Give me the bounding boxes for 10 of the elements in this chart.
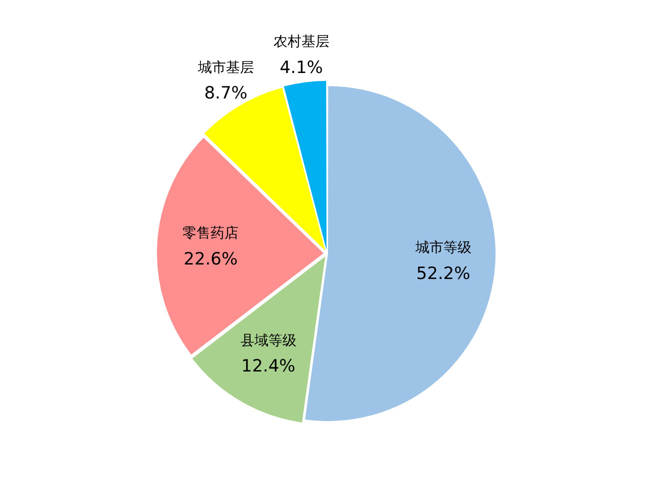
- data-label: 8.7%: [204, 84, 248, 104]
- data-label: 52.2%: [416, 264, 470, 284]
- slice-label: 农村基层: [273, 34, 330, 50]
- data-label: 12.4%: [241, 356, 296, 377]
- data-label: 22.6%: [184, 249, 238, 270]
- slice-label: 县域等级: [240, 332, 296, 349]
- slice-label: 城市等级: [414, 240, 472, 256]
- data-label: 4.1%: [280, 58, 323, 78]
- slice-label: 零售药店: [182, 226, 239, 242]
- slice-label: 城市基层: [196, 60, 254, 76]
